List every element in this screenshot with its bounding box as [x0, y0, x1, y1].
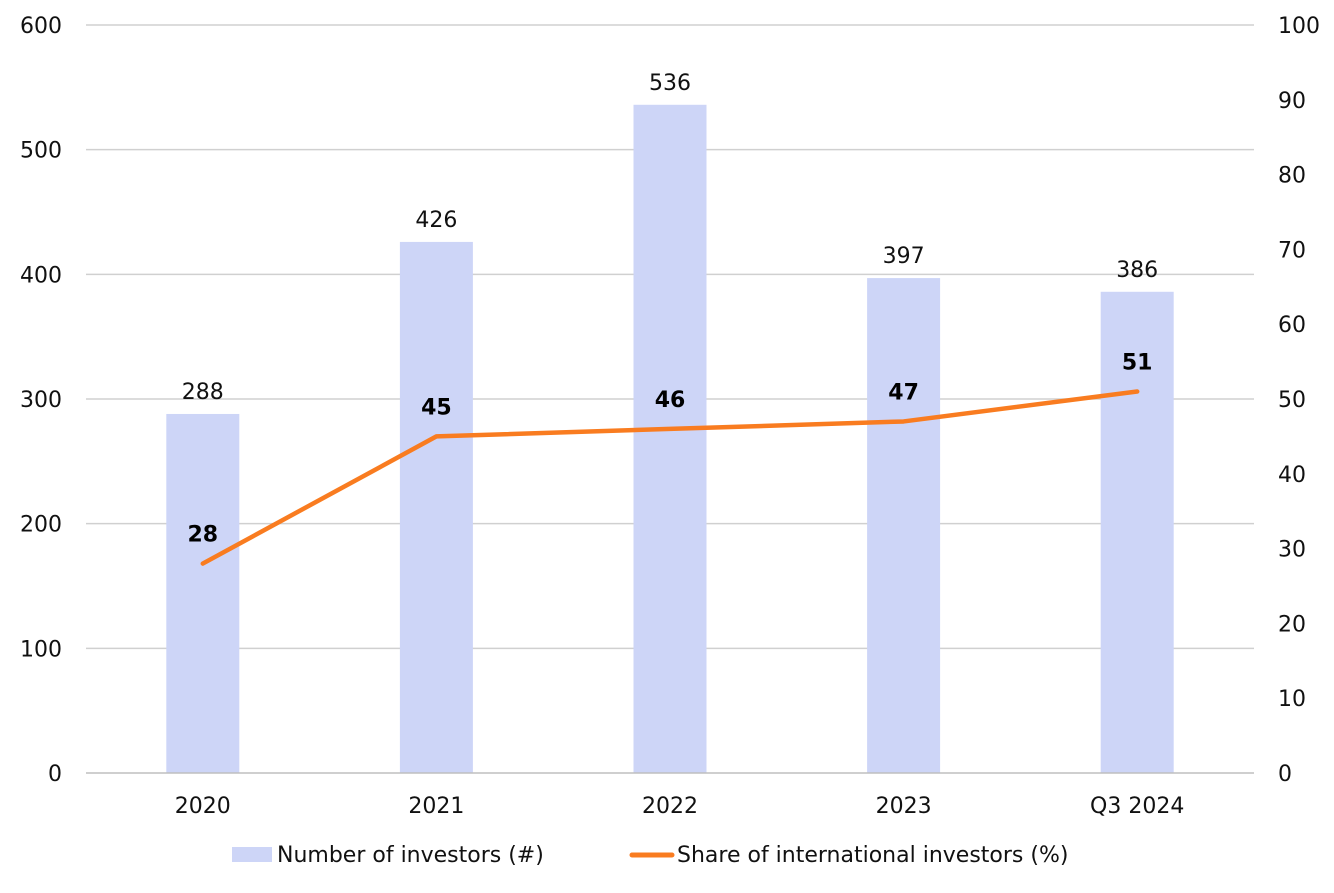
y-right-tick-label: 60 [1278, 313, 1306, 338]
y-right-tick-label: 40 [1278, 463, 1306, 488]
y-right-tick-label: 90 [1278, 89, 1306, 114]
line-data-label: 28 [187, 523, 218, 548]
line-data-label: 46 [655, 388, 686, 413]
bar [634, 105, 707, 773]
x-tick-label: 2021 [408, 794, 464, 819]
legend-item-number-of-investors: Number of investors (#) [277, 843, 544, 868]
y-right-tick-label: 0 [1278, 762, 1292, 787]
legend-item-share-of-international-investors: Share of international investors (%) [677, 843, 1068, 868]
y-right-tick-label: 20 [1278, 612, 1306, 637]
x-tick-label: 2022 [642, 794, 698, 819]
line-data-label: 51 [1122, 351, 1153, 376]
y-right-tick-label: 100 [1278, 14, 1320, 39]
y-right-tick-label: 30 [1278, 538, 1306, 563]
y-left-tick-label: 0 [48, 762, 62, 787]
bar [166, 414, 239, 773]
y-left-tick-label: 300 [20, 388, 62, 413]
bar [400, 242, 473, 773]
y-left-tick-label: 200 [20, 513, 62, 538]
bar-data-label: 536 [649, 71, 691, 96]
x-tick-label: 2020 [175, 794, 231, 819]
x-tick-label: 2023 [876, 794, 932, 819]
y-left-tick-label: 400 [20, 263, 62, 288]
line-data-label: 47 [888, 380, 919, 405]
bar-data-label: 386 [1116, 258, 1158, 283]
x-tick-label: Q3 2024 [1090, 794, 1184, 819]
bar [867, 278, 940, 773]
bar-data-label: 426 [415, 208, 457, 233]
y-right-tick-label: 10 [1278, 687, 1306, 712]
y-left-tick-label: 600 [20, 14, 62, 39]
bar-data-label: 288 [182, 380, 224, 405]
bar-data-label: 397 [883, 244, 925, 269]
legend: Number of investors (#) Share of interna… [232, 843, 1068, 868]
y-left-tick-label: 500 [20, 139, 62, 164]
line-data-label: 45 [421, 395, 452, 420]
y-right-tick-label: 80 [1278, 164, 1306, 189]
legend-bar-swatch [232, 847, 272, 862]
bar-series [166, 105, 1173, 773]
y-left-tick-label: 100 [20, 637, 62, 662]
y-right-tick-label: 70 [1278, 238, 1306, 263]
y-right-tick-label: 50 [1278, 388, 1306, 413]
